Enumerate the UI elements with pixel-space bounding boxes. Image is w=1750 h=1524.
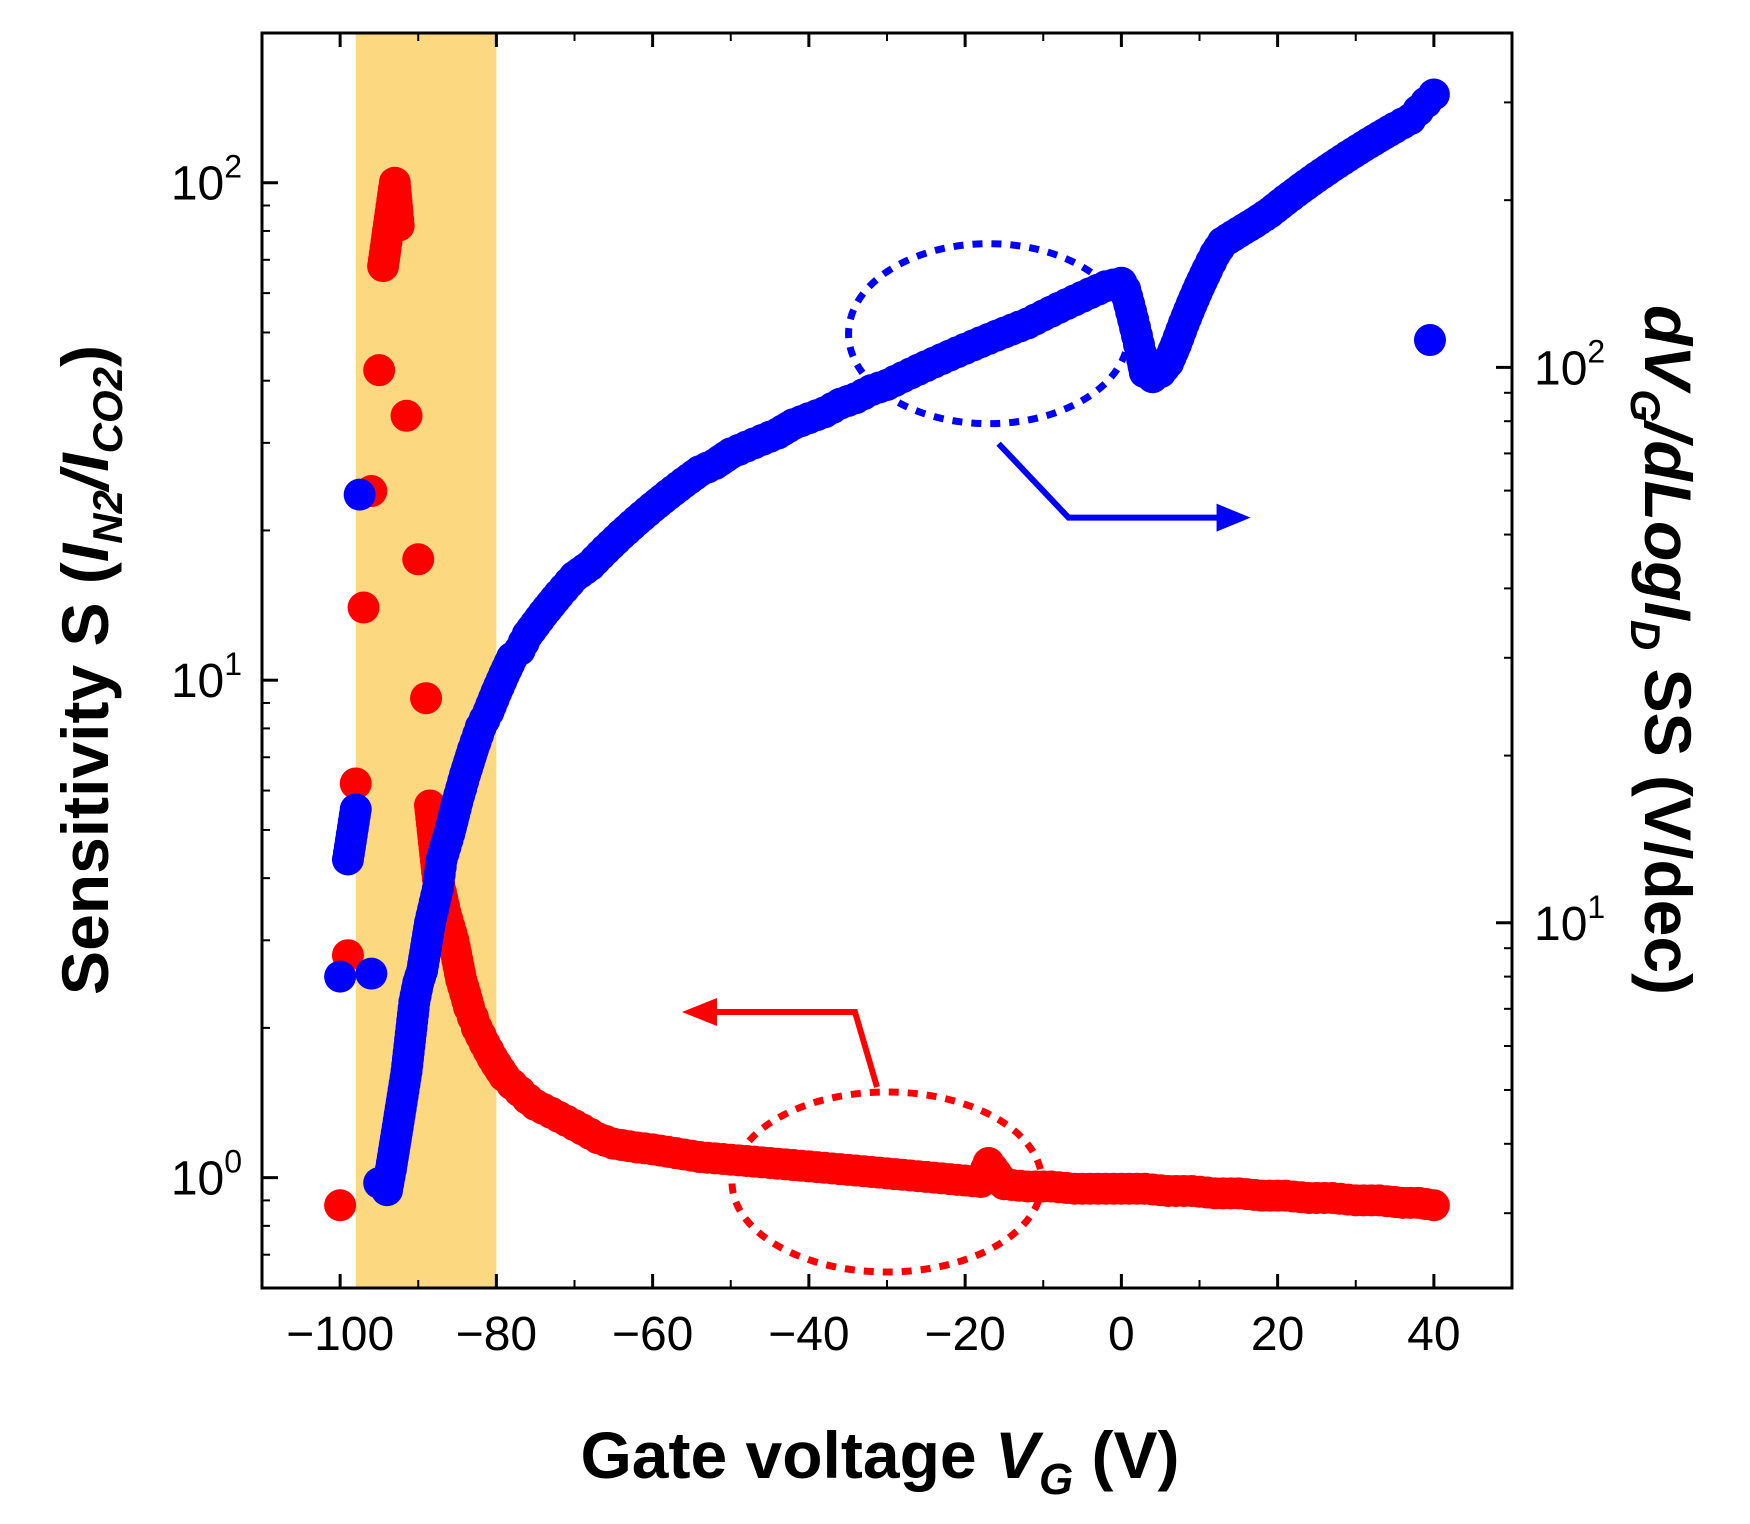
data-point [1413, 324, 1446, 357]
x-tick-label: −20 [924, 1308, 1005, 1361]
data-point [324, 960, 357, 993]
data-point [390, 399, 423, 432]
y-tick-label: 100 [171, 1144, 242, 1206]
x-tick-label: −60 [612, 1308, 693, 1361]
data-point [324, 1189, 357, 1222]
y-axis-right: 101 102 [1496, 32, 1605, 1215]
ss-arrow-line [996, 441, 1234, 521]
y-tick-label: 101 [1534, 889, 1605, 951]
data-point [355, 957, 388, 990]
data-point [1417, 1189, 1450, 1222]
y-axis-left: 100 101 102 [171, 32, 278, 1289]
y-tick-label: 102 [171, 149, 242, 211]
x-axis: −100 −80 −60 −40 −20 0 20 40 [261, 33, 1513, 1361]
series-sensitivity [324, 166, 1450, 1222]
x-tick-label: 40 [1407, 1308, 1460, 1361]
y-axis-left-title: Sensitivity S (IN2/ICO2) [48, 345, 131, 995]
data-point [363, 354, 396, 387]
ss-arrow-head [1216, 503, 1251, 532]
x-tick-label: 0 [1108, 1308, 1135, 1361]
data-point [339, 767, 372, 800]
data-point [339, 793, 372, 826]
data-point [347, 591, 380, 624]
series-ss [324, 78, 1450, 1207]
data-point [343, 478, 376, 511]
sensitivity-arrow-line [702, 1009, 880, 1088]
x-tick-label: −40 [768, 1308, 849, 1361]
y-tick-label: 101 [171, 646, 242, 708]
sensitivity-highlight-ellipse [728, 1088, 1046, 1276]
x-tick-label: −80 [456, 1308, 537, 1361]
annotations [682, 240, 1251, 1276]
x-axis-title: Gate voltage VG (V) [580, 1418, 1179, 1504]
y-tick-label: 102 [1534, 333, 1605, 395]
data-point [1417, 78, 1450, 111]
y-axis-right-title: dVG/dLogID SS (V/dec) [1622, 305, 1705, 995]
data-point [382, 209, 415, 242]
x-tick-label: −100 [286, 1308, 394, 1361]
sensitivity-arrow-head [682, 998, 717, 1027]
x-tick-label: 20 [1251, 1308, 1304, 1361]
data-point [402, 543, 435, 576]
data-point [410, 682, 443, 715]
ss-highlight-ellipse [845, 240, 1133, 428]
